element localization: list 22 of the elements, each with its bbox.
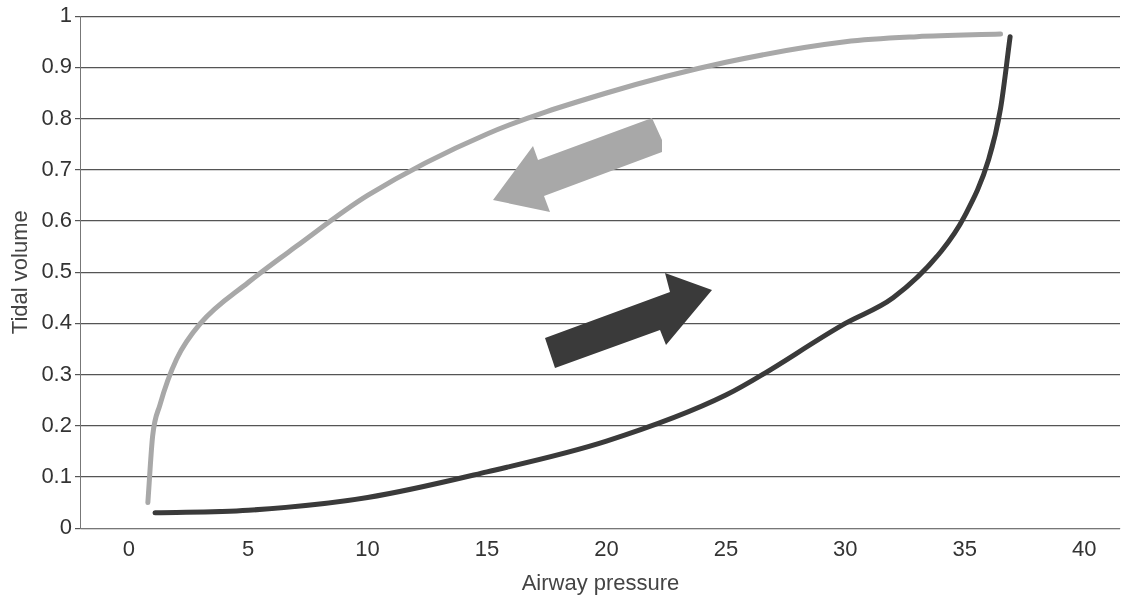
y-tick-label: 0 xyxy=(59,514,72,540)
y-tick-label: 0.8 xyxy=(41,104,72,130)
y-tick-label: 0.7 xyxy=(41,155,72,181)
y-tick-label: 1 xyxy=(59,2,72,28)
y-tick-label: 0.3 xyxy=(41,360,72,386)
y-tick-label: 0.5 xyxy=(41,258,72,284)
y-tick-label: 0.2 xyxy=(41,411,72,437)
x-tick-label: 20 xyxy=(594,536,619,562)
x-axis-title: Airway pressure xyxy=(521,569,680,595)
y-tick-label: 0.9 xyxy=(41,53,72,79)
y-tick-label: 0.4 xyxy=(41,309,72,335)
x-tick-label: 25 xyxy=(713,536,739,562)
x-tick-label: 5 xyxy=(242,536,255,562)
x-tick-label: 30 xyxy=(833,536,858,562)
x-tick-label: 40 xyxy=(1071,536,1097,562)
x-tick-label: 10 xyxy=(355,536,380,562)
x-tick-label: 35 xyxy=(952,536,977,562)
y-tick-label: 0.1 xyxy=(41,463,72,489)
x-tick-label: 0 xyxy=(122,536,135,562)
y-axis-title: Tidal volume xyxy=(7,210,33,335)
y-tick-label: 0.6 xyxy=(41,207,72,233)
x-tick-label: 15 xyxy=(474,536,500,562)
